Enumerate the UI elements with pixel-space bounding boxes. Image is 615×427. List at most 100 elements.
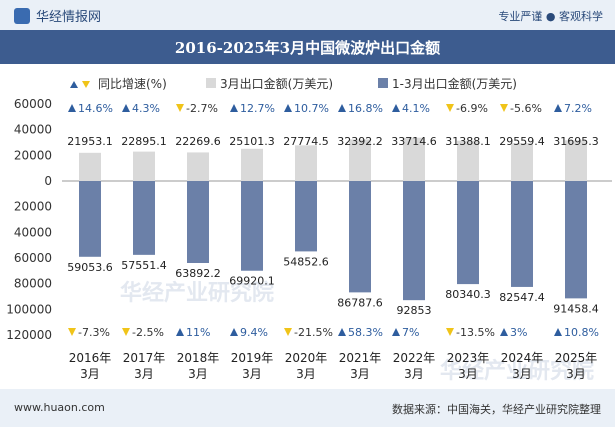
data-label-ytd: 82547.4: [499, 291, 545, 304]
x-tick-label: 2017年: [123, 351, 166, 365]
data-label-month: 22269.6: [175, 135, 221, 148]
bar-ytd: [187, 181, 209, 263]
growth-down-icon: [176, 104, 184, 112]
website: www.huaon.com: [14, 401, 105, 414]
x-tick-label: 3月: [296, 367, 316, 381]
growth-down-icon: [68, 328, 76, 336]
bar-month: [511, 143, 533, 181]
x-tick-label: 2021年: [339, 351, 382, 365]
data-label-month: 29559.4: [499, 135, 545, 148]
growth-up-icon: [230, 104, 238, 112]
y-tick-label: 0: [44, 174, 52, 188]
x-tick-label: 3月: [566, 367, 586, 381]
data-label-ytd: 80340.3: [445, 288, 491, 301]
x-tick-label: 3月: [350, 367, 370, 381]
y-tick-label: 100000: [6, 302, 52, 316]
growth-down-icon: [446, 328, 454, 336]
growth-up-icon: [230, 328, 238, 336]
growth-up-icon: [122, 104, 130, 112]
x-tick-label: 2024年: [501, 351, 544, 365]
y-tick-label: 40000: [14, 225, 52, 239]
growth-up-icon: [338, 328, 346, 336]
growth-up-icon: [500, 328, 508, 336]
watermark: 华经产业研究院: [440, 358, 594, 384]
legend-label: 3月出口金额(万美元): [220, 76, 333, 91]
data-label-month: 22895.1: [121, 135, 167, 148]
data-label-ytd: 92853: [397, 304, 432, 317]
growth-month-label: 4.3%: [132, 102, 160, 115]
bar-month: [457, 140, 479, 181]
bar-ytd: [133, 181, 155, 255]
x-tick-label: 2020年: [285, 351, 328, 365]
bar-ytd: [295, 181, 317, 252]
growth-down-icon: [446, 104, 454, 112]
growth-month-label: 16.8%: [348, 102, 383, 115]
x-tick-label: 2018年: [177, 351, 220, 365]
growth-month-label: -2.7%: [186, 102, 218, 115]
data-label-month: 27774.5: [283, 135, 329, 148]
data-label-month: 31695.3: [553, 135, 599, 148]
x-tick-label: 3月: [134, 367, 154, 381]
brand-name: 华经情报网: [36, 10, 102, 25]
x-tick-label: 3月: [404, 367, 424, 381]
growth-ytd-label: 7%: [402, 326, 419, 339]
bar-month: [79, 152, 101, 181]
growth-ytd-label: -21.5%: [294, 326, 333, 339]
y-tick-label: 60000: [14, 97, 52, 111]
y-tick-label: 80000: [14, 277, 52, 291]
growth-down-icon: [500, 104, 508, 112]
bar-month: [241, 148, 263, 181]
legend-label: 1-3月出口金额(万美元): [392, 76, 517, 91]
x-tick-label: 3月: [512, 367, 532, 381]
growth-up-icon: [554, 328, 562, 336]
x-tick-label: 2019年: [231, 351, 274, 365]
growth-month-label: 10.7%: [294, 102, 329, 115]
growth-ytd-label: -7.3%: [78, 326, 110, 339]
data-label-month: 21953.1: [67, 135, 113, 148]
bar-month: [403, 137, 425, 181]
x-tick-label: 2016年: [69, 351, 112, 365]
data-label-ytd: 69920.1: [229, 275, 275, 288]
title-bar: 2016-2025年3月中国微波炉出口金额: [0, 30, 615, 64]
data-label-ytd: 86787.6: [337, 296, 383, 309]
growth-up-icon: [392, 104, 400, 112]
growth-ytd-label: 3%: [510, 326, 527, 339]
legend-swatch: [206, 78, 216, 88]
bar-month: [133, 151, 155, 181]
growth-month-label: 7.2%: [564, 102, 592, 115]
growth-ytd-label: 58.3%: [348, 326, 383, 339]
brand: 华经情报网: [14, 6, 101, 25]
growth-month-label: 14.6%: [78, 102, 113, 115]
bar-ytd: [79, 181, 101, 257]
footer-bar: www.huaon.com 数据来源：中国海关，华经产业研究院整理: [0, 389, 615, 427]
growth-month-label: -5.6%: [510, 102, 542, 115]
bar-month: [349, 139, 371, 181]
bar-ytd: [349, 181, 371, 293]
growth-month-label: -6.9%: [456, 102, 488, 115]
tagline: 专业严谨 ● 客观科学: [498, 10, 603, 23]
growth-up-icon: [554, 104, 562, 112]
bar-ytd: [403, 181, 425, 301]
bar-ytd: [565, 181, 587, 299]
data-label-month: 25101.3: [229, 135, 275, 148]
y-tick-label: 20000: [14, 148, 52, 162]
bar-month: [295, 145, 317, 181]
bar-month: [565, 140, 587, 181]
y-tick-label: 60000: [14, 251, 52, 265]
growth-month-label: 12.7%: [240, 102, 275, 115]
watermark: 华经产业研究院: [120, 280, 274, 306]
x-tick-label: 2022年: [393, 351, 436, 365]
growth-month-label: 4.1%: [402, 102, 430, 115]
x-tick-label: 2023年: [447, 351, 490, 365]
data-label-month: 32392.2: [337, 135, 383, 148]
data-label-ytd: 63892.2: [175, 267, 221, 280]
legend-down-icon: [82, 81, 90, 88]
x-tick-label: 3月: [80, 367, 100, 381]
growth-ytd-label: 9.4%: [240, 326, 268, 339]
x-tick-label: 3月: [242, 367, 262, 381]
growth-down-icon: [284, 328, 292, 336]
data-source: 数据来源：中国海关，华经产业研究院整理: [392, 403, 601, 416]
data-label-ytd: 57551.4: [121, 259, 167, 272]
